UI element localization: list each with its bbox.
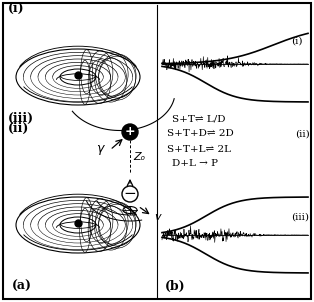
Text: v: v	[154, 212, 161, 222]
Text: (i): (i)	[291, 37, 302, 46]
Text: (ii): (ii)	[295, 130, 310, 139]
Text: S+T+L⇌ 2L: S+T+L⇌ 2L	[167, 144, 231, 153]
Text: (iii): (iii)	[291, 213, 309, 222]
Text: +: +	[125, 125, 135, 138]
Text: D+L → P: D+L → P	[172, 159, 218, 169]
Text: (a): (a)	[12, 280, 32, 293]
Text: S+T+D⇌ 2D: S+T+D⇌ 2D	[167, 130, 234, 139]
Text: (b): (b)	[165, 280, 186, 293]
Text: Zₒ: Zₒ	[133, 152, 145, 162]
Text: S+T⇌ L/D: S+T⇌ L/D	[172, 114, 225, 124]
Circle shape	[122, 124, 138, 140]
Text: (ii): (ii)	[8, 122, 30, 135]
Text: −: −	[124, 186, 136, 201]
Text: γ: γ	[96, 142, 103, 155]
Text: (i): (i)	[8, 2, 24, 15]
Text: (iii): (iii)	[8, 112, 34, 125]
